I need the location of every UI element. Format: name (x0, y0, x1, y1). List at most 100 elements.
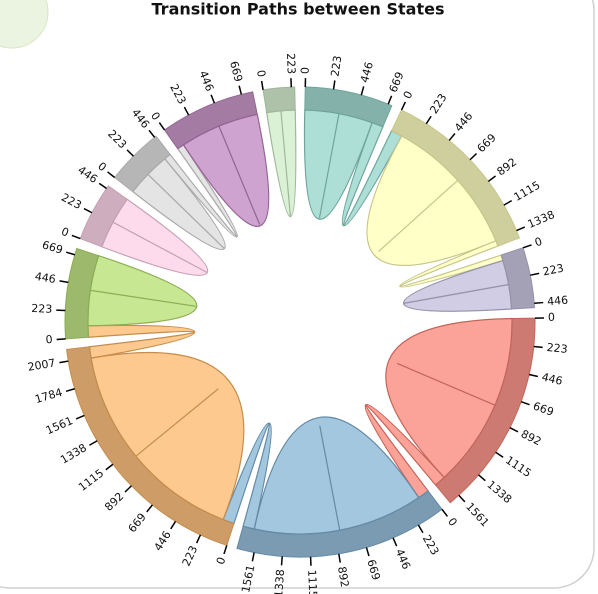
tick-label: 0 (254, 69, 268, 78)
tick-label: 892 (102, 490, 126, 514)
tick-label: 669 (126, 511, 149, 536)
tick-label: 892 (495, 155, 520, 178)
tick-mark (89, 440, 98, 446)
tick-mark (65, 388, 75, 393)
tick-label: 446 (540, 371, 563, 388)
tick-label: 446 (196, 69, 216, 93)
tick-mark (487, 175, 496, 183)
tick-label: 223 (546, 341, 568, 356)
tick-label: 669 (531, 399, 555, 418)
group-arc (304, 86, 393, 128)
tick-label: 1338 (484, 478, 514, 506)
tick-mark (71, 234, 81, 240)
tick-label: 446 (75, 163, 100, 186)
tick-mark (332, 80, 336, 90)
tick-label: 1115 (503, 454, 534, 480)
tick-label: 223 (59, 191, 84, 212)
tick-mark (105, 463, 114, 471)
tick-label: 0 (299, 67, 312, 74)
tick-label: 223 (31, 302, 53, 316)
tick-mark (516, 226, 526, 232)
tick-label: 223 (167, 82, 188, 107)
tick-mark (158, 122, 166, 131)
tick-mark (360, 86, 365, 96)
tick-mark (400, 101, 407, 111)
tick-label: 223 (420, 533, 442, 558)
group-arc (66, 346, 235, 546)
group-arc (113, 135, 171, 193)
tick-mark (522, 244, 532, 249)
tick-label: 0 (533, 235, 544, 250)
tick-mark (495, 451, 504, 458)
tick-mark (365, 547, 370, 557)
tick-mark (478, 474, 486, 482)
tick-mark (56, 338, 66, 341)
tick-mark (441, 508, 449, 517)
tick-mark (59, 360, 69, 364)
tick-label: 446 (358, 60, 376, 84)
tick-mark (417, 524, 424, 534)
tick-label: 446 (393, 547, 413, 571)
tick-mark (183, 106, 190, 116)
tick-mark (195, 534, 202, 544)
tick-label: 446 (452, 110, 475, 134)
tick-label: 0 (445, 515, 460, 528)
tick-label: 1115 (76, 467, 106, 494)
tick-label: 446 (152, 529, 174, 554)
tick-mark (520, 400, 530, 406)
tick-label: 223 (542, 262, 565, 279)
tick-mark (210, 94, 216, 104)
tick-label: 223 (427, 91, 449, 116)
tick-label: 0 (401, 89, 416, 101)
tick-mark (83, 207, 93, 214)
tick-mark (509, 427, 519, 433)
ribbons (87, 109, 513, 535)
tick-label: 669 (41, 238, 65, 256)
tick-label: 223 (105, 127, 129, 151)
tick-mark (107, 171, 116, 179)
chart-title: Transition Paths between States (152, 0, 445, 19)
tick-mark (170, 520, 177, 530)
tick-label: 1338 (526, 208, 557, 231)
tick-label: 0 (214, 555, 229, 566)
tick-label: 2007 (27, 356, 57, 373)
tick-label: 223 (328, 55, 344, 78)
tick-label: 669 (475, 131, 499, 155)
tick-mark (124, 485, 132, 493)
tick-mark (338, 553, 341, 563)
tick-mark (223, 545, 228, 555)
tick-mark (98, 182, 108, 190)
tick-label: 892 (335, 565, 351, 588)
tick-label: 1338 (58, 441, 89, 466)
tick-mark (458, 494, 466, 503)
tick-mark (530, 272, 540, 276)
tick-label: 669 (227, 60, 245, 84)
group-arc (79, 185, 128, 248)
group-arc (500, 247, 536, 310)
chord-ribbon (403, 259, 513, 312)
tick-label: 223 (180, 544, 201, 569)
tick-label: 1561 (44, 414, 75, 437)
tick-label: 223 (284, 53, 298, 74)
group-arc (163, 91, 258, 150)
tick-label: 669 (364, 558, 382, 582)
tick-label: 446 (129, 106, 152, 131)
tick-label: 1561 (463, 500, 492, 529)
tick-mark (238, 85, 243, 95)
tick-label: 446 (34, 270, 57, 286)
tick-label: 0 (59, 225, 70, 240)
tick-mark (392, 537, 398, 547)
tick-mark (251, 552, 255, 562)
tick-mark (146, 504, 154, 513)
tick-label: 1561 (239, 564, 257, 594)
tick-label: 1115 (305, 569, 319, 594)
tick-mark (448, 133, 456, 141)
tick-mark (65, 251, 76, 256)
tick-mark (75, 414, 85, 420)
tick-mark (387, 95, 393, 105)
tick-mark (469, 153, 478, 161)
tick-mark (148, 129, 156, 138)
